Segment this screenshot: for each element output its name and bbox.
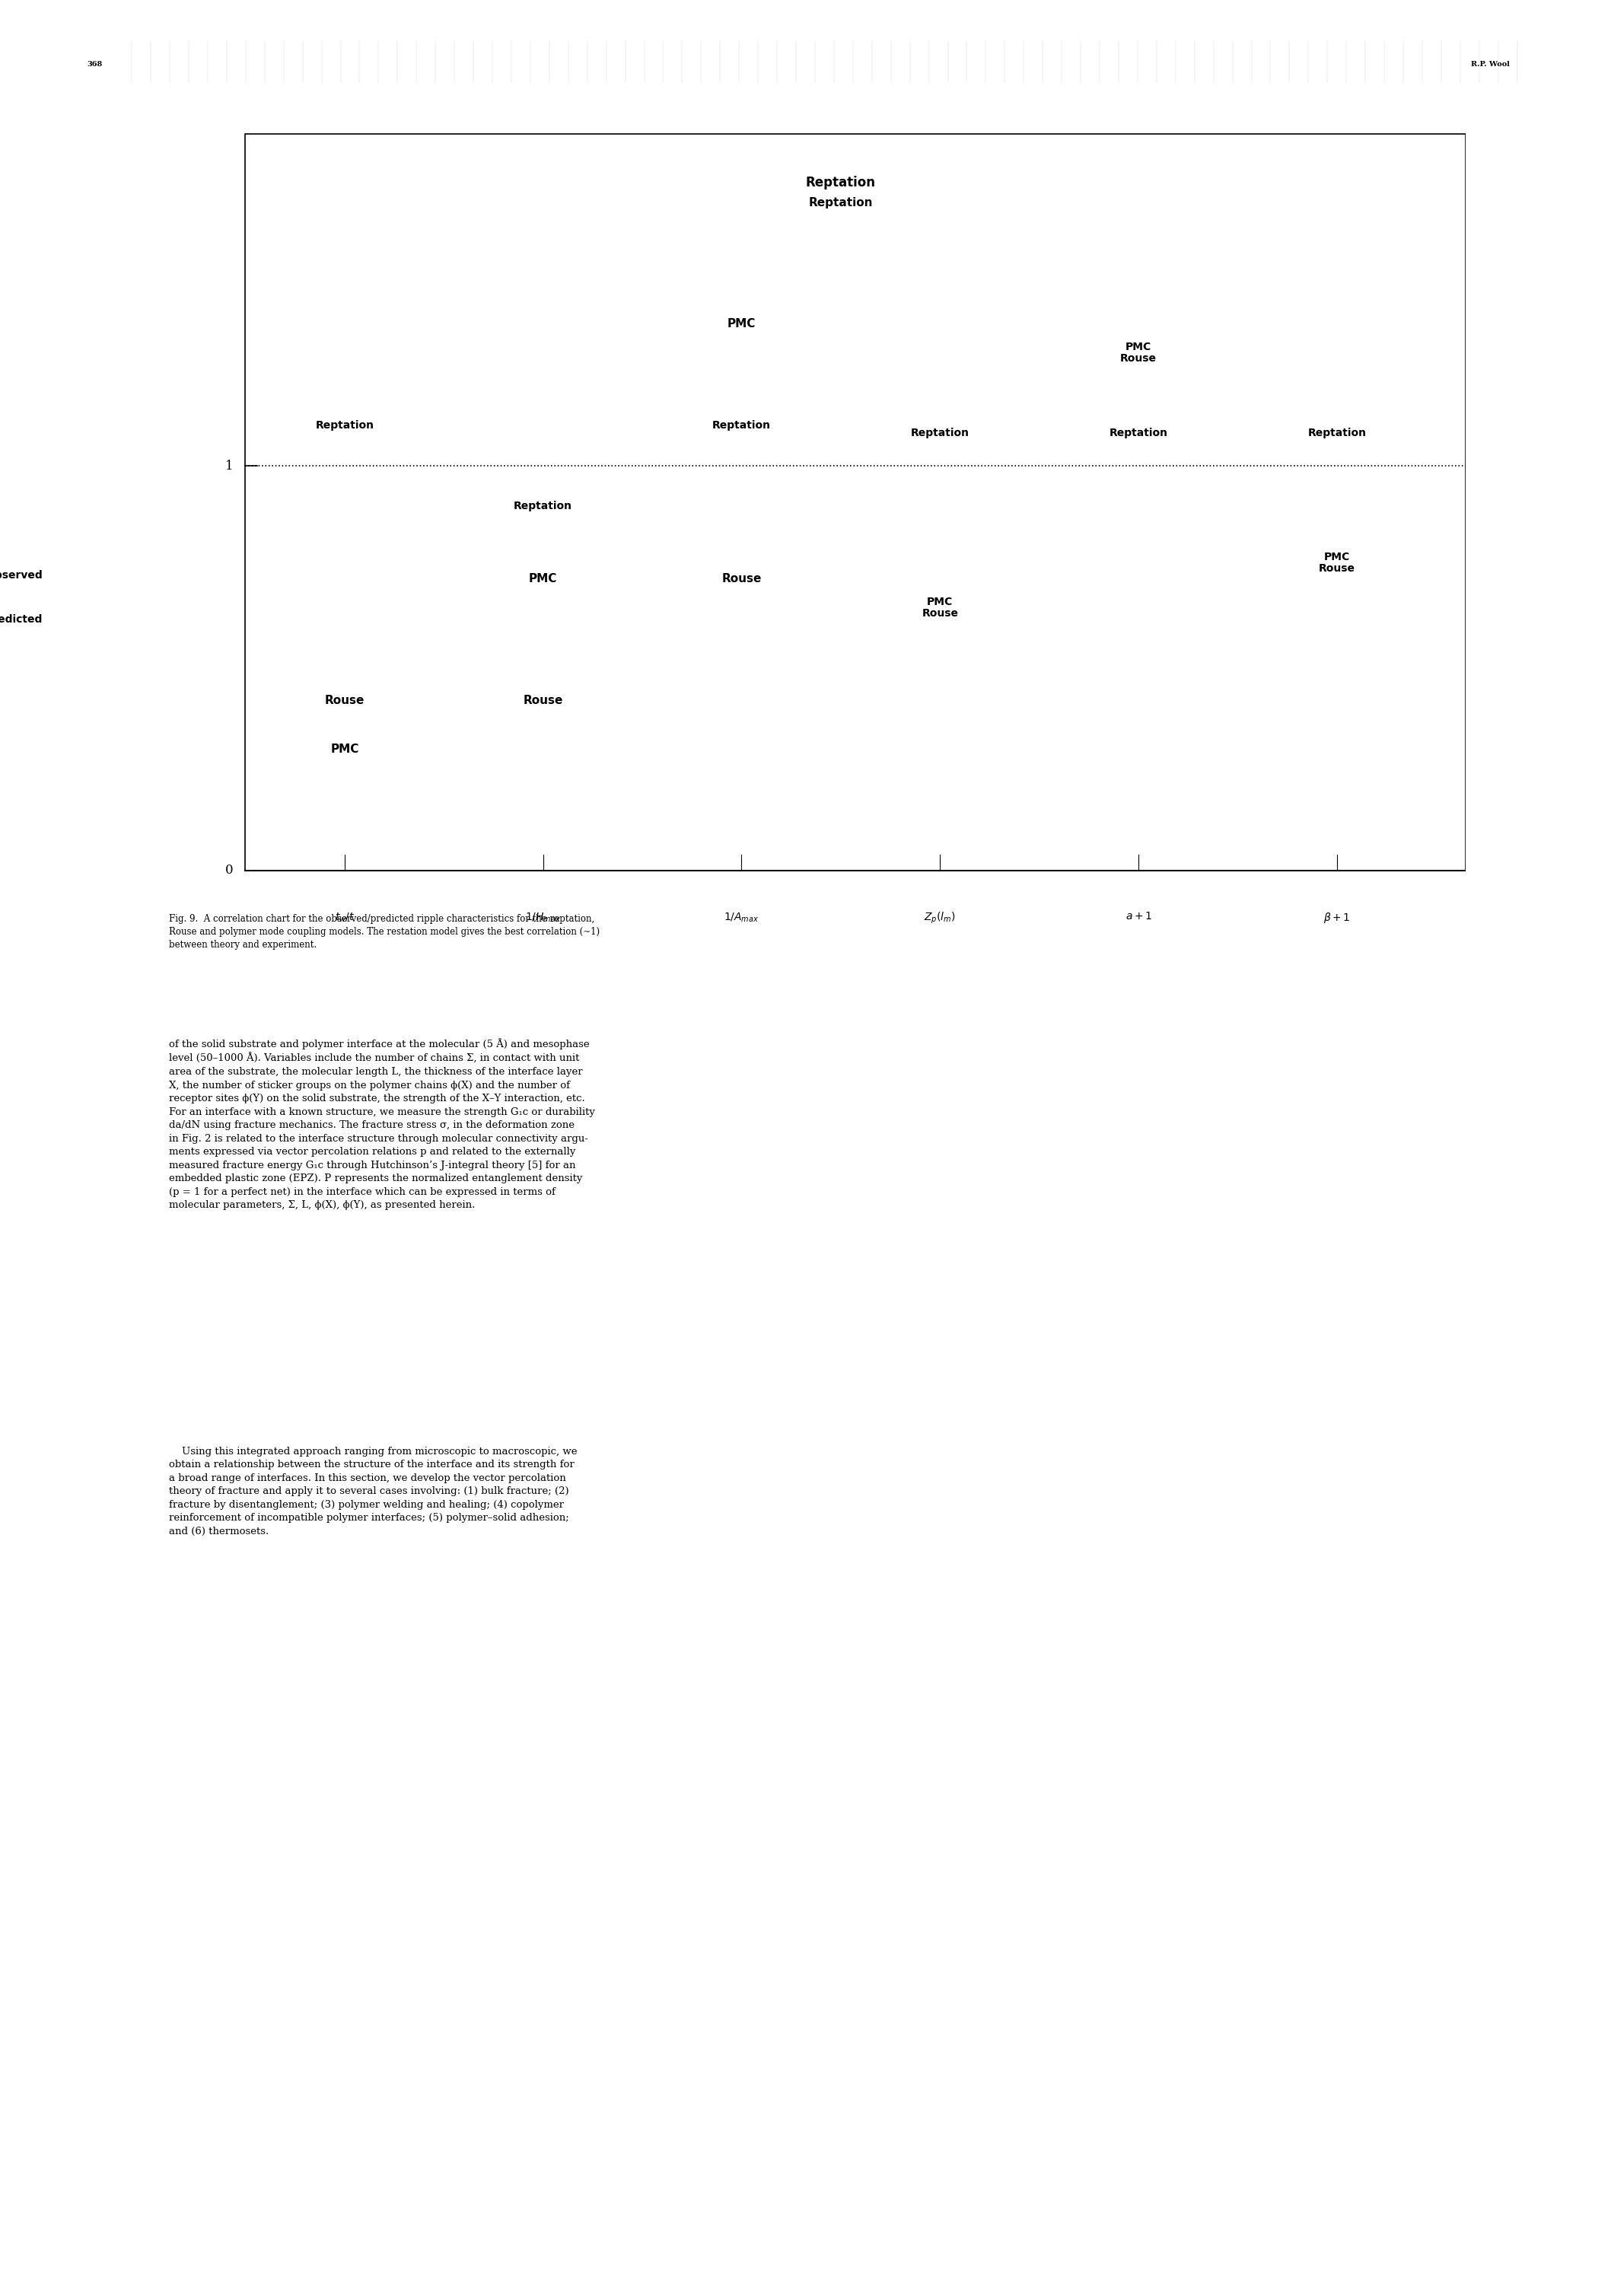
Text: Reptation: Reptation <box>1110 427 1168 439</box>
Text: R.P. Wool: R.P. Wool <box>1471 60 1510 67</box>
Text: Reptation: Reptation <box>806 174 876 188</box>
Text: Rouse: Rouse <box>325 696 364 707</box>
Text: PMC: PMC <box>528 574 557 585</box>
Text: of the solid substrate and polymer interface at the molecular (5 Å) and mesophas: of the solid substrate and polymer inter… <box>169 1038 594 1210</box>
Text: PMC: PMC <box>330 744 359 755</box>
Text: Reptation: Reptation <box>1308 427 1366 439</box>
Text: $\beta+1$: $\beta+1$ <box>1324 912 1350 925</box>
Text: Reptation: Reptation <box>514 501 572 512</box>
Text: Using this integrated approach ranging from microscopic to macroscopic, we
obtai: Using this integrated approach ranging f… <box>169 1446 577 1536</box>
Text: 368: 368 <box>87 60 101 67</box>
Text: Fig. 9.  A correlation chart for the observed/predicted ripple characteristics f: Fig. 9. A correlation chart for the obse… <box>169 914 599 951</box>
Text: Observed: Observed <box>0 569 43 581</box>
Text: 0: 0 <box>226 863 234 877</box>
Text: Rouse: Rouse <box>722 574 762 585</box>
Text: PMC: PMC <box>727 319 756 331</box>
Text: Reptation: Reptation <box>316 420 374 432</box>
Text: PMC
Rouse: PMC Rouse <box>921 597 959 618</box>
Text: Reptation: Reptation <box>712 420 772 432</box>
Text: $1/H_{max}$: $1/H_{max}$ <box>525 912 561 923</box>
Text: $1/A_{max}$: $1/A_{max}$ <box>723 912 759 923</box>
Text: Predicted: Predicted <box>0 615 43 625</box>
Text: $Z_p(l_m)$: $Z_p(l_m)$ <box>925 912 955 925</box>
Text: Reptation: Reptation <box>809 197 873 209</box>
Text: $t_w/t$: $t_w/t$ <box>335 912 354 923</box>
Text: $a+1$: $a+1$ <box>1124 912 1152 921</box>
Text: 1: 1 <box>226 459 234 473</box>
Text: Reptation: Reptation <box>910 427 970 439</box>
Text: PMC
Rouse: PMC Rouse <box>1120 342 1157 363</box>
Text: PMC
Rouse: PMC Rouse <box>1319 551 1355 574</box>
Text: Rouse: Rouse <box>524 696 562 707</box>
